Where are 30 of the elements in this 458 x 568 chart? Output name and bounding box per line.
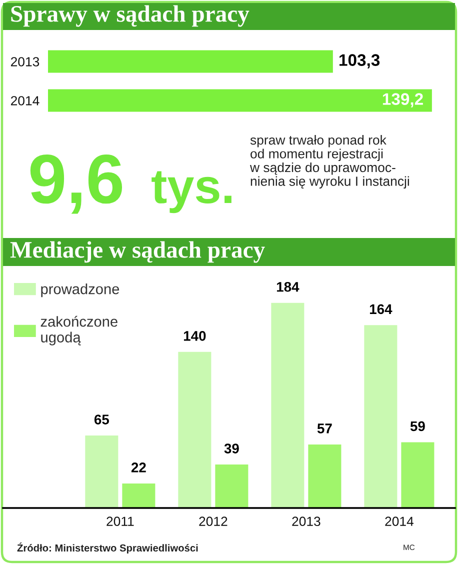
bar [215,464,248,508]
bar [85,436,118,508]
data-label: 164 [370,304,392,314]
data-label: 57 [317,424,332,434]
x-tick-label: 2011 [106,516,134,526]
chart-title: Mediacje w sądach pracy [10,241,265,263]
data-label: 22 [131,462,146,472]
bar [364,325,398,508]
chart-title: Sprawy w sądach pracy [11,5,250,27]
text: spraw trwało ponad rok od momentu rejestracji w sądzie do uprawomoc- nienia się wyroku I instancji [250,135,409,189]
bar [122,483,156,508]
x-tick-label: 2012 [199,516,228,526]
data-label: 59 [410,421,425,432]
bar [401,442,434,508]
data-label: 39 [224,444,239,454]
x-tick-label: 2014 [385,516,414,526]
text: Źródło: Ministerstwo Sprawiedliwości [17,542,198,554]
text: 9,6 [30,154,122,214]
bar [308,444,342,508]
data-label: 65 [94,414,110,424]
data-label: 140 [184,331,206,341]
legend-label: zakończone ugodą [40,316,118,346]
data-label: 139,2 [382,93,423,108]
bar [271,302,304,508]
data-label: 184 [276,282,300,292]
bar [178,352,212,508]
x-tick-label: 2013 [292,516,320,526]
text: tys. [152,171,232,214]
legend-label: prowadzone [41,284,120,298]
data-label: 103,3 [340,54,380,68]
